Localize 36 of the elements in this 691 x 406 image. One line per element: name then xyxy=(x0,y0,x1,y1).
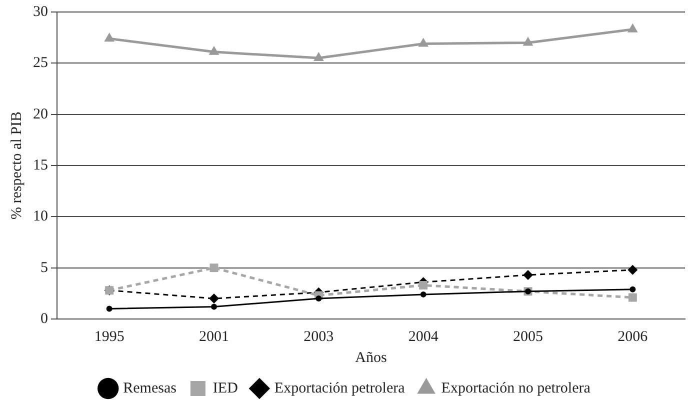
x-tick-label: 2001 xyxy=(199,328,229,345)
y-tick-label: 10 xyxy=(33,208,48,225)
point xyxy=(313,52,324,62)
point xyxy=(628,264,638,275)
point xyxy=(523,270,533,280)
x-tick-label: 2005 xyxy=(513,328,543,345)
y-tick-label: 0 xyxy=(40,310,48,327)
x-tick-label: 2006 xyxy=(618,328,648,345)
point xyxy=(104,32,115,42)
x-tick-label: 2004 xyxy=(408,328,439,345)
x-axis-title: Años xyxy=(355,350,387,366)
y-tick-label: 25 xyxy=(33,55,48,72)
y-axis-title: % respecto al PIB xyxy=(8,112,25,220)
legend-label: Exportación petrolera xyxy=(274,380,406,396)
x-tick-label: 2003 xyxy=(304,328,334,345)
legend-label: Exportación no petrolera xyxy=(441,380,591,396)
point xyxy=(420,291,426,298)
x-tick-label: 1995 xyxy=(94,328,124,345)
legend-label: Remesas xyxy=(123,380,177,396)
point xyxy=(522,36,534,46)
y-tick-label: 20 xyxy=(33,106,48,122)
point xyxy=(419,280,428,290)
point xyxy=(208,46,220,55)
point xyxy=(316,296,322,302)
point xyxy=(630,286,636,292)
point xyxy=(211,304,217,310)
legend-label: IED xyxy=(212,380,238,396)
point xyxy=(106,306,112,312)
y-tick-label: 15 xyxy=(33,157,48,174)
point xyxy=(418,38,429,47)
point xyxy=(628,293,637,302)
point xyxy=(627,23,638,32)
y-tick-label: 30 xyxy=(33,4,48,20)
point xyxy=(210,264,218,272)
point xyxy=(209,294,219,304)
y-tick-label: 5 xyxy=(40,260,48,276)
